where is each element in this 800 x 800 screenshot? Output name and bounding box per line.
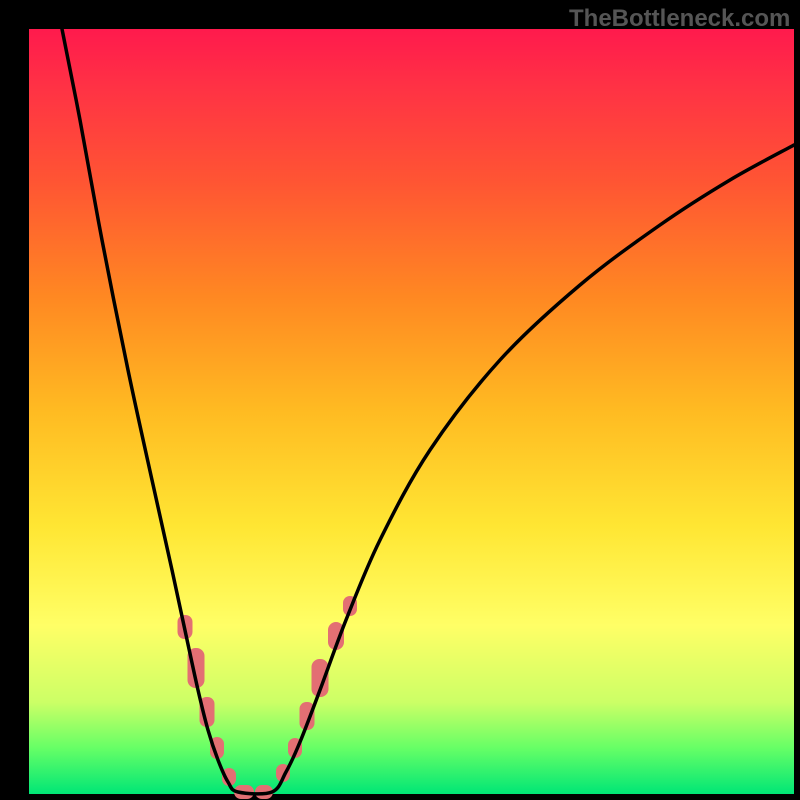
watermark-text: TheBottleneck.com	[569, 5, 790, 33]
chart-frame: TheBottleneck.com	[0, 0, 800, 800]
plot-background	[29, 29, 794, 794]
